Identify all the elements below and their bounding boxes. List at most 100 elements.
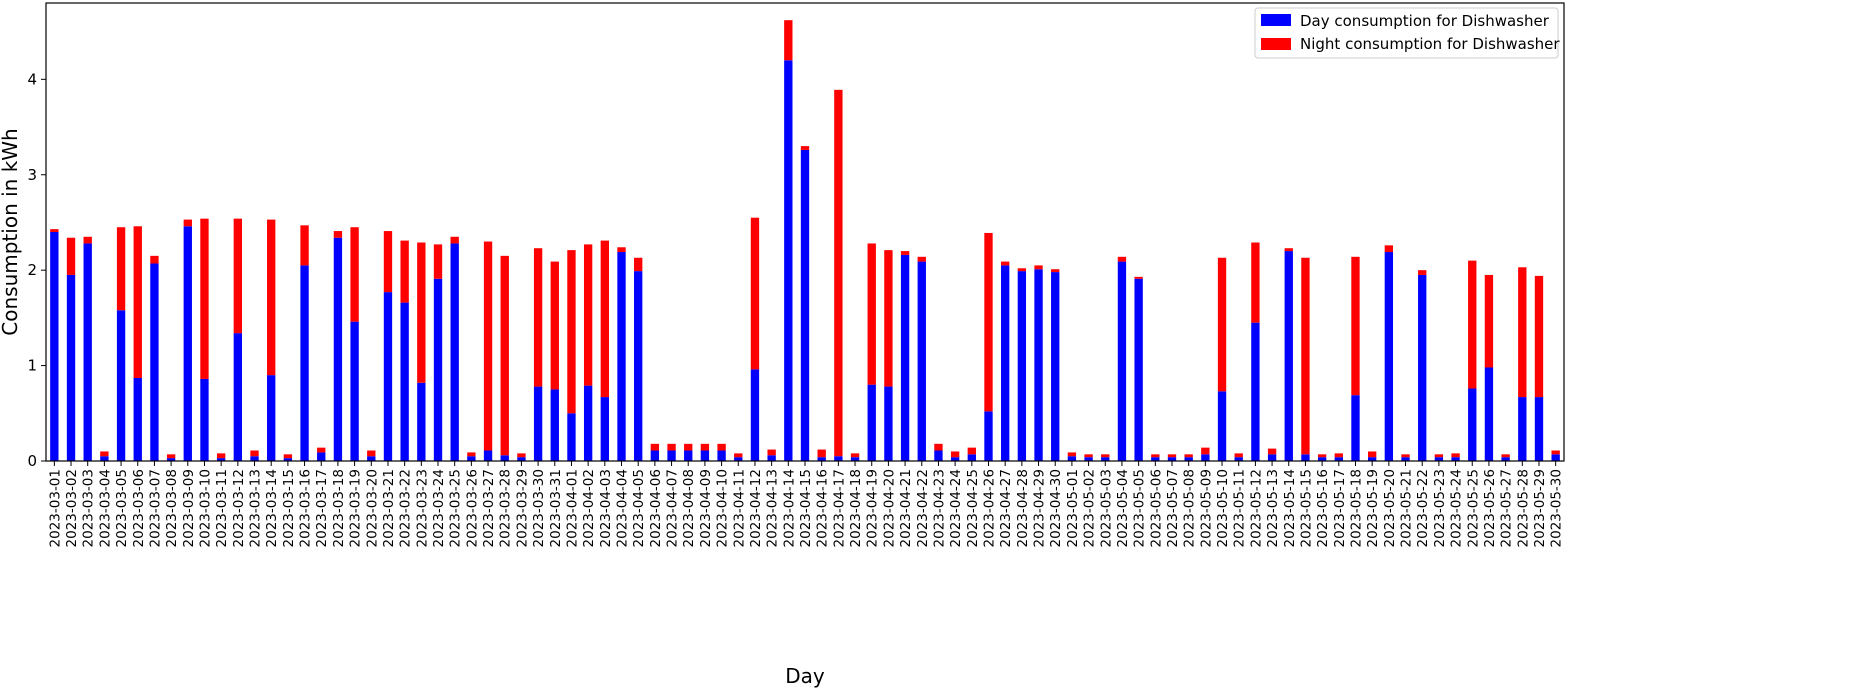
bar-day-2023-03-18 bbox=[333, 237, 343, 461]
x-tick-label: 2023-05-11 bbox=[1232, 469, 1248, 547]
bar-day-2023-05-18 bbox=[1351, 395, 1360, 461]
bar-day-2023-04-28 bbox=[1017, 271, 1027, 461]
bar-night-2023-03-29 bbox=[517, 453, 526, 458]
bar-night-2023-05-19 bbox=[1367, 451, 1377, 458]
x-tick-label: 2023-04-28 bbox=[1015, 469, 1031, 547]
bar-day-2023-03-20 bbox=[367, 456, 376, 461]
x-tick-label: 2023-03-16 bbox=[298, 469, 314, 547]
bar-day-2023-04-14 bbox=[784, 60, 793, 461]
bar-night-2023-03-05 bbox=[116, 227, 126, 311]
bar-day-2023-03-06 bbox=[133, 377, 142, 461]
legend-label-night: Night consumption for Dishwasher bbox=[1300, 35, 1560, 53]
x-tick-label: 2023-05-24 bbox=[1449, 469, 1465, 547]
x-tick-label: 2023-03-25 bbox=[448, 469, 464, 547]
bar-night-2023-05-28 bbox=[1518, 267, 1527, 398]
x-tick-label: 2023-03-04 bbox=[97, 469, 113, 547]
bar-day-2023-03-16 bbox=[300, 265, 309, 461]
x-tick-label: 2023-04-05 bbox=[631, 469, 647, 547]
bar-night-2023-04-12 bbox=[750, 217, 760, 370]
x-tick-label: 2023-03-19 bbox=[348, 469, 364, 547]
x-tick-label: 2023-04-20 bbox=[881, 469, 897, 547]
bar-night-2023-04-20 bbox=[884, 250, 893, 387]
bar-day-2023-05-08 bbox=[1184, 457, 1193, 461]
x-tick-label: 2023-04-01 bbox=[564, 469, 580, 547]
bar-night-2023-03-04 bbox=[100, 451, 109, 457]
y-tick-label: 0 bbox=[27, 452, 37, 470]
bar-night-2023-04-23 bbox=[934, 443, 943, 451]
bar-day-2023-05-28 bbox=[1518, 397, 1527, 461]
bar-day-2023-05-16 bbox=[1317, 457, 1327, 461]
bar-night-2023-03-09 bbox=[183, 219, 192, 227]
bar-day-2023-04-12 bbox=[750, 369, 760, 461]
bar-night-2023-04-04 bbox=[617, 247, 626, 253]
bar-day-2023-05-12 bbox=[1251, 322, 1260, 461]
bar-day-2023-05-21 bbox=[1401, 457, 1410, 461]
bar-night-2023-04-05 bbox=[634, 257, 643, 272]
x-tick-label: 2023-04-18 bbox=[848, 469, 864, 547]
x-tick-label: 2023-03-13 bbox=[248, 469, 264, 547]
bar-day-2023-05-10 bbox=[1217, 391, 1227, 461]
bar-day-2023-04-26 bbox=[984, 411, 993, 461]
bar-day-2023-04-04 bbox=[617, 252, 626, 461]
y-tick-label: 4 bbox=[27, 70, 37, 88]
bar-night-2023-04-22 bbox=[917, 256, 926, 262]
x-tick-label: 2023-05-29 bbox=[1532, 469, 1548, 547]
bar-day-2023-04-25 bbox=[967, 454, 976, 461]
bar-night-2023-05-20 bbox=[1384, 245, 1394, 253]
x-tick-label: 2023-03-27 bbox=[481, 469, 497, 547]
bar-night-2023-04-24 bbox=[950, 451, 960, 458]
bar-day-2023-05-01 bbox=[1067, 456, 1077, 461]
bar-night-2023-05-10 bbox=[1217, 257, 1227, 392]
bar-night-2023-04-21 bbox=[900, 251, 910, 255]
bar-night-2023-05-11 bbox=[1234, 453, 1243, 458]
bar-day-2023-03-10 bbox=[200, 378, 209, 461]
bar-day-2023-03-30 bbox=[533, 386, 543, 461]
bar-night-2023-04-14 bbox=[784, 20, 793, 61]
bar-day-2023-03-11 bbox=[216, 458, 226, 461]
x-tick-label: 2023-05-25 bbox=[1465, 469, 1481, 547]
bar-day-2023-04-09 bbox=[700, 450, 710, 461]
bar-night-2023-05-04 bbox=[1117, 256, 1127, 262]
bar-night-2023-05-25 bbox=[1468, 260, 1477, 389]
bar-day-2023-04-06 bbox=[650, 450, 660, 461]
x-tick-label: 2023-05-27 bbox=[1499, 469, 1515, 547]
bar-day-2023-05-19 bbox=[1367, 457, 1377, 461]
bar-day-2023-03-22 bbox=[400, 302, 409, 461]
x-tick-label: 2023-05-18 bbox=[1348, 469, 1364, 547]
bar-day-2023-05-24 bbox=[1451, 457, 1460, 461]
bar-night-2023-05-27 bbox=[1501, 454, 1510, 458]
bar-day-2023-05-07 bbox=[1167, 457, 1177, 461]
x-tick-label: 2023-03-11 bbox=[214, 469, 230, 547]
x-tick-label: 2023-03-15 bbox=[281, 469, 297, 547]
bar-day-2023-03-14 bbox=[267, 375, 276, 462]
legend: Day consumption for Dishwasher Night con… bbox=[1254, 7, 1560, 59]
bar-day-2023-05-17 bbox=[1334, 457, 1343, 461]
bar-night-2023-04-17 bbox=[834, 89, 843, 457]
x-tick-label: 2023-03-29 bbox=[514, 469, 530, 547]
bar-day-2023-05-22 bbox=[1418, 274, 1427, 461]
bar-night-2023-05-24 bbox=[1451, 453, 1460, 458]
bar-night-2023-03-27 bbox=[483, 241, 493, 451]
bar-day-2023-03-15 bbox=[283, 458, 293, 461]
bar-night-2023-04-16 bbox=[817, 449, 826, 458]
x-tick-label: 2023-03-23 bbox=[414, 469, 430, 547]
bar-night-2023-04-26 bbox=[984, 232, 993, 412]
x-tick-label: 2023-04-06 bbox=[648, 469, 664, 547]
bar-night-2023-03-15 bbox=[283, 454, 293, 459]
bar-day-2023-04-02 bbox=[583, 385, 593, 461]
x-tick-label: 2023-05-30 bbox=[1549, 469, 1565, 547]
bar-night-2023-04-28 bbox=[1017, 268, 1027, 272]
bar-day-2023-03-07 bbox=[150, 263, 159, 461]
bar-day-2023-03-03 bbox=[83, 243, 92, 461]
bar-night-2023-05-13 bbox=[1267, 448, 1277, 455]
bar-night-2023-05-22 bbox=[1418, 270, 1427, 275]
bar-day-2023-04-03 bbox=[600, 397, 609, 461]
bar-night-2023-04-02 bbox=[583, 244, 593, 386]
x-tick-label: 2023-04-03 bbox=[598, 469, 614, 547]
bar-day-2023-04-22 bbox=[917, 261, 926, 461]
bar-night-2023-04-18 bbox=[850, 453, 860, 458]
bar-day-2023-04-16 bbox=[817, 457, 826, 461]
bar-night-2023-04-03 bbox=[600, 240, 609, 398]
bar-day-2023-03-27 bbox=[483, 450, 493, 461]
bar-day-2023-05-03 bbox=[1101, 457, 1110, 461]
